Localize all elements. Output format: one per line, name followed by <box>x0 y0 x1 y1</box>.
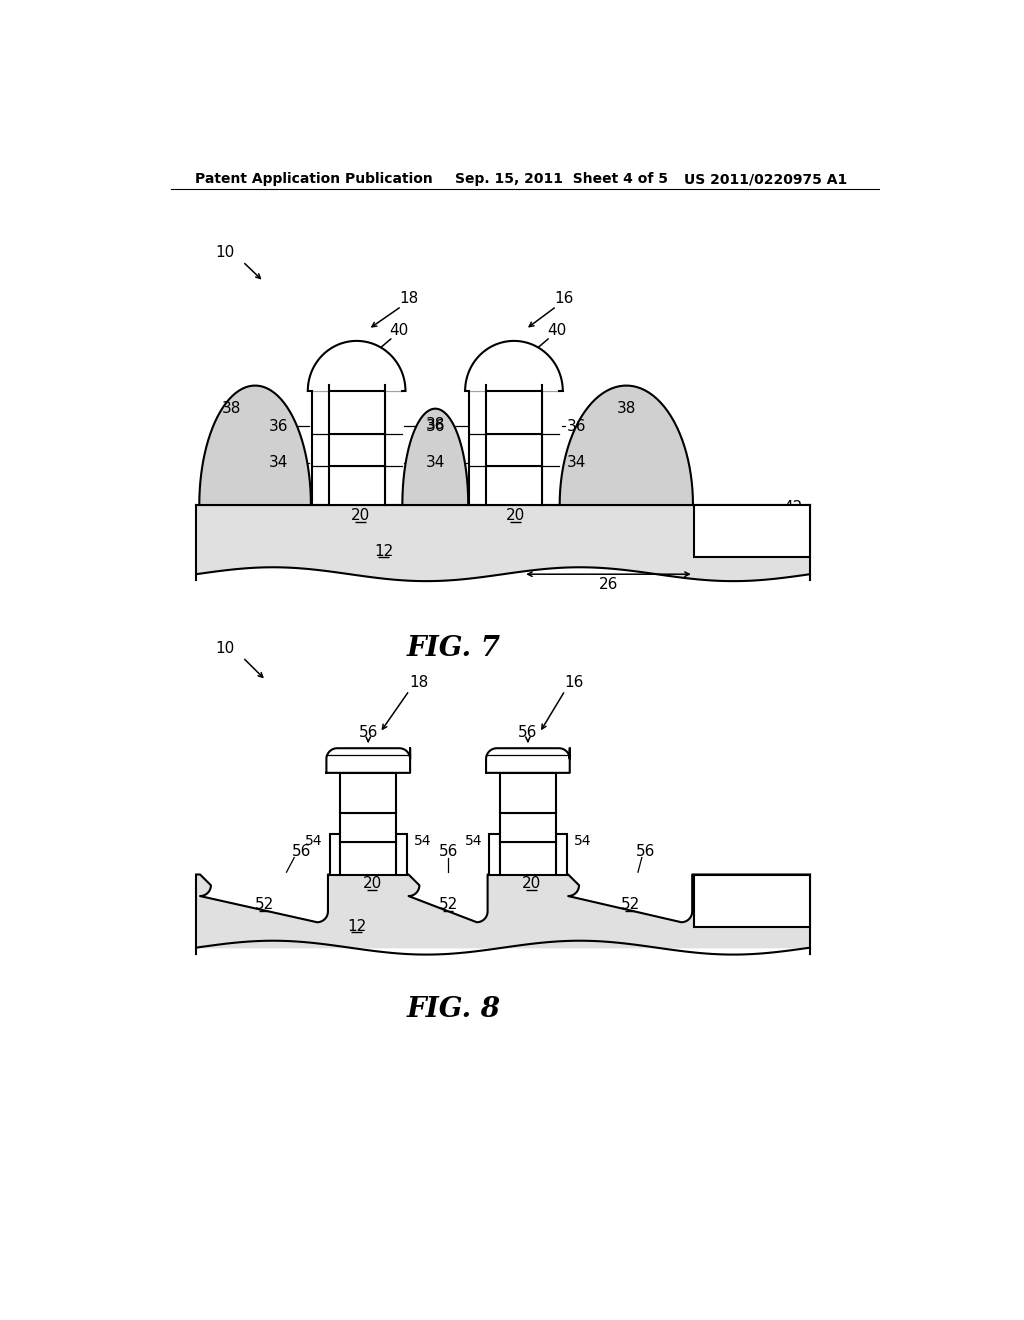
Text: 18: 18 <box>409 676 428 690</box>
Text: 25: 25 <box>359 785 377 800</box>
Text: 36: 36 <box>426 418 445 434</box>
Bar <box>329 391 385 434</box>
Bar <box>486 466 542 506</box>
Text: STI: STI <box>740 525 764 540</box>
Text: 20: 20 <box>506 508 525 523</box>
Text: 18: 18 <box>399 290 419 306</box>
Text: 54: 54 <box>573 834 591 847</box>
Text: 52: 52 <box>438 898 458 912</box>
Text: 38: 38 <box>616 401 636 416</box>
Text: 38: 38 <box>221 401 241 416</box>
Text: 42: 42 <box>783 500 802 515</box>
Polygon shape <box>197 875 810 948</box>
Text: 34: 34 <box>566 455 586 470</box>
Text: Patent Application Publication: Patent Application Publication <box>196 172 433 186</box>
Text: 25: 25 <box>505 405 522 420</box>
Text: 16: 16 <box>555 290 574 306</box>
Text: 14: 14 <box>742 907 762 923</box>
Text: FIG. 7: FIG. 7 <box>407 635 501 663</box>
Polygon shape <box>327 748 410 774</box>
Text: US 2011/0220975 A1: US 2011/0220975 A1 <box>684 172 848 186</box>
Text: 56: 56 <box>438 843 458 859</box>
Text: Sep. 15, 2011  Sheet 4 of 5: Sep. 15, 2011 Sheet 4 of 5 <box>455 172 668 186</box>
Polygon shape <box>308 341 406 391</box>
Bar <box>693 504 810 557</box>
Text: 20: 20 <box>351 508 370 523</box>
Text: 52: 52 <box>621 898 640 912</box>
Bar <box>396 834 407 875</box>
Text: 52: 52 <box>254 898 273 912</box>
Text: 26: 26 <box>599 577 618 593</box>
Text: 22: 22 <box>348 479 366 492</box>
Text: 22: 22 <box>359 851 377 866</box>
Text: 50: 50 <box>505 444 522 457</box>
Text: 36: 36 <box>566 418 586 434</box>
Bar <box>330 834 340 875</box>
Text: 34: 34 <box>426 455 445 470</box>
Text: 50: 50 <box>519 821 537 834</box>
Polygon shape <box>402 409 468 506</box>
Text: 10: 10 <box>215 640 234 656</box>
Text: 22: 22 <box>519 851 537 866</box>
Text: 56: 56 <box>518 725 538 741</box>
Bar <box>340 842 396 875</box>
Bar <box>340 774 396 813</box>
Bar <box>556 834 566 875</box>
Text: 20: 20 <box>522 876 542 891</box>
Text: 12: 12 <box>347 919 367 933</box>
Polygon shape <box>197 506 810 581</box>
Text: 20: 20 <box>362 876 382 891</box>
Text: 25: 25 <box>348 405 366 420</box>
Bar <box>500 842 556 875</box>
Text: 50: 50 <box>348 444 366 457</box>
Polygon shape <box>200 385 311 506</box>
Polygon shape <box>465 341 563 391</box>
Polygon shape <box>560 385 693 506</box>
Text: FIG. 8: FIG. 8 <box>407 995 501 1023</box>
Bar <box>489 834 500 875</box>
Text: 40: 40 <box>547 323 566 338</box>
Text: 54: 54 <box>305 834 323 847</box>
Text: 16: 16 <box>564 676 584 690</box>
Polygon shape <box>486 748 569 774</box>
Bar <box>500 813 556 842</box>
Bar <box>693 874 810 927</box>
Bar <box>340 813 396 842</box>
Text: 22: 22 <box>505 479 522 492</box>
Text: 54: 54 <box>414 834 431 847</box>
Text: 56: 56 <box>358 725 378 741</box>
Text: 25: 25 <box>519 785 537 800</box>
Text: 34: 34 <box>269 455 289 470</box>
Text: 36: 36 <box>269 418 289 434</box>
Bar <box>329 434 385 466</box>
Text: 12: 12 <box>374 544 393 558</box>
Text: 40: 40 <box>389 323 409 338</box>
Bar <box>500 774 556 813</box>
Text: 56: 56 <box>636 843 655 859</box>
Text: 54: 54 <box>465 834 482 847</box>
Bar <box>329 466 385 506</box>
Bar <box>486 434 542 466</box>
Text: 50: 50 <box>359 821 377 834</box>
Bar <box>486 391 542 434</box>
Text: 38: 38 <box>426 417 445 432</box>
Text: 56: 56 <box>292 843 311 859</box>
Text: 10: 10 <box>215 244 234 260</box>
Text: 14: 14 <box>742 539 762 553</box>
Text: STI: STI <box>740 894 764 909</box>
